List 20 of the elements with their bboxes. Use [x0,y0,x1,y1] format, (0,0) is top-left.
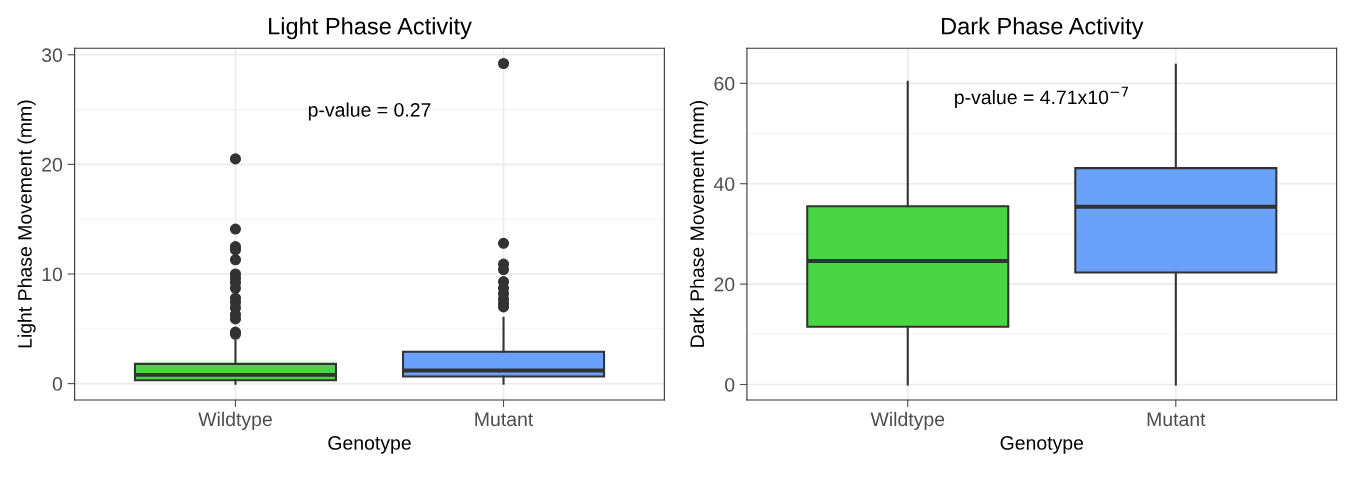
y-tick-label: 0 [725,377,735,392]
y-axis-title: Dark Phase Movement (mm) [689,101,708,347]
x-tick-label: Wildtype [198,411,272,430]
chart-title: Dark Phase Activity [942,17,1144,40]
y-tick-label: 40 [713,177,735,191]
y-tick-label: 20 [42,157,63,172]
y-tick-label: 0 [52,377,63,391]
annotation: p-value = 4.71x10$^{−7}$ [955,86,1129,109]
x-tick-label: Mutant [475,412,534,427]
chart-title: Light Phase Activity [269,17,472,40]
annotation: p-value = 0.27 [308,102,431,121]
y-tick-label: 20 [714,277,735,292]
x-axis-title: Genotype [1000,436,1084,454]
y-tick-label: 30 [41,48,63,63]
x-tick-label: Wildtype [870,411,945,430]
x-axis-title: Genotype [328,436,411,454]
y-tick-label: 60 [714,76,735,91]
x-tick-label: Mutant [1147,412,1206,427]
y-axis-title: Light Phase Movement (mm) [17,100,36,348]
y-tick-label: 10 [42,267,63,282]
